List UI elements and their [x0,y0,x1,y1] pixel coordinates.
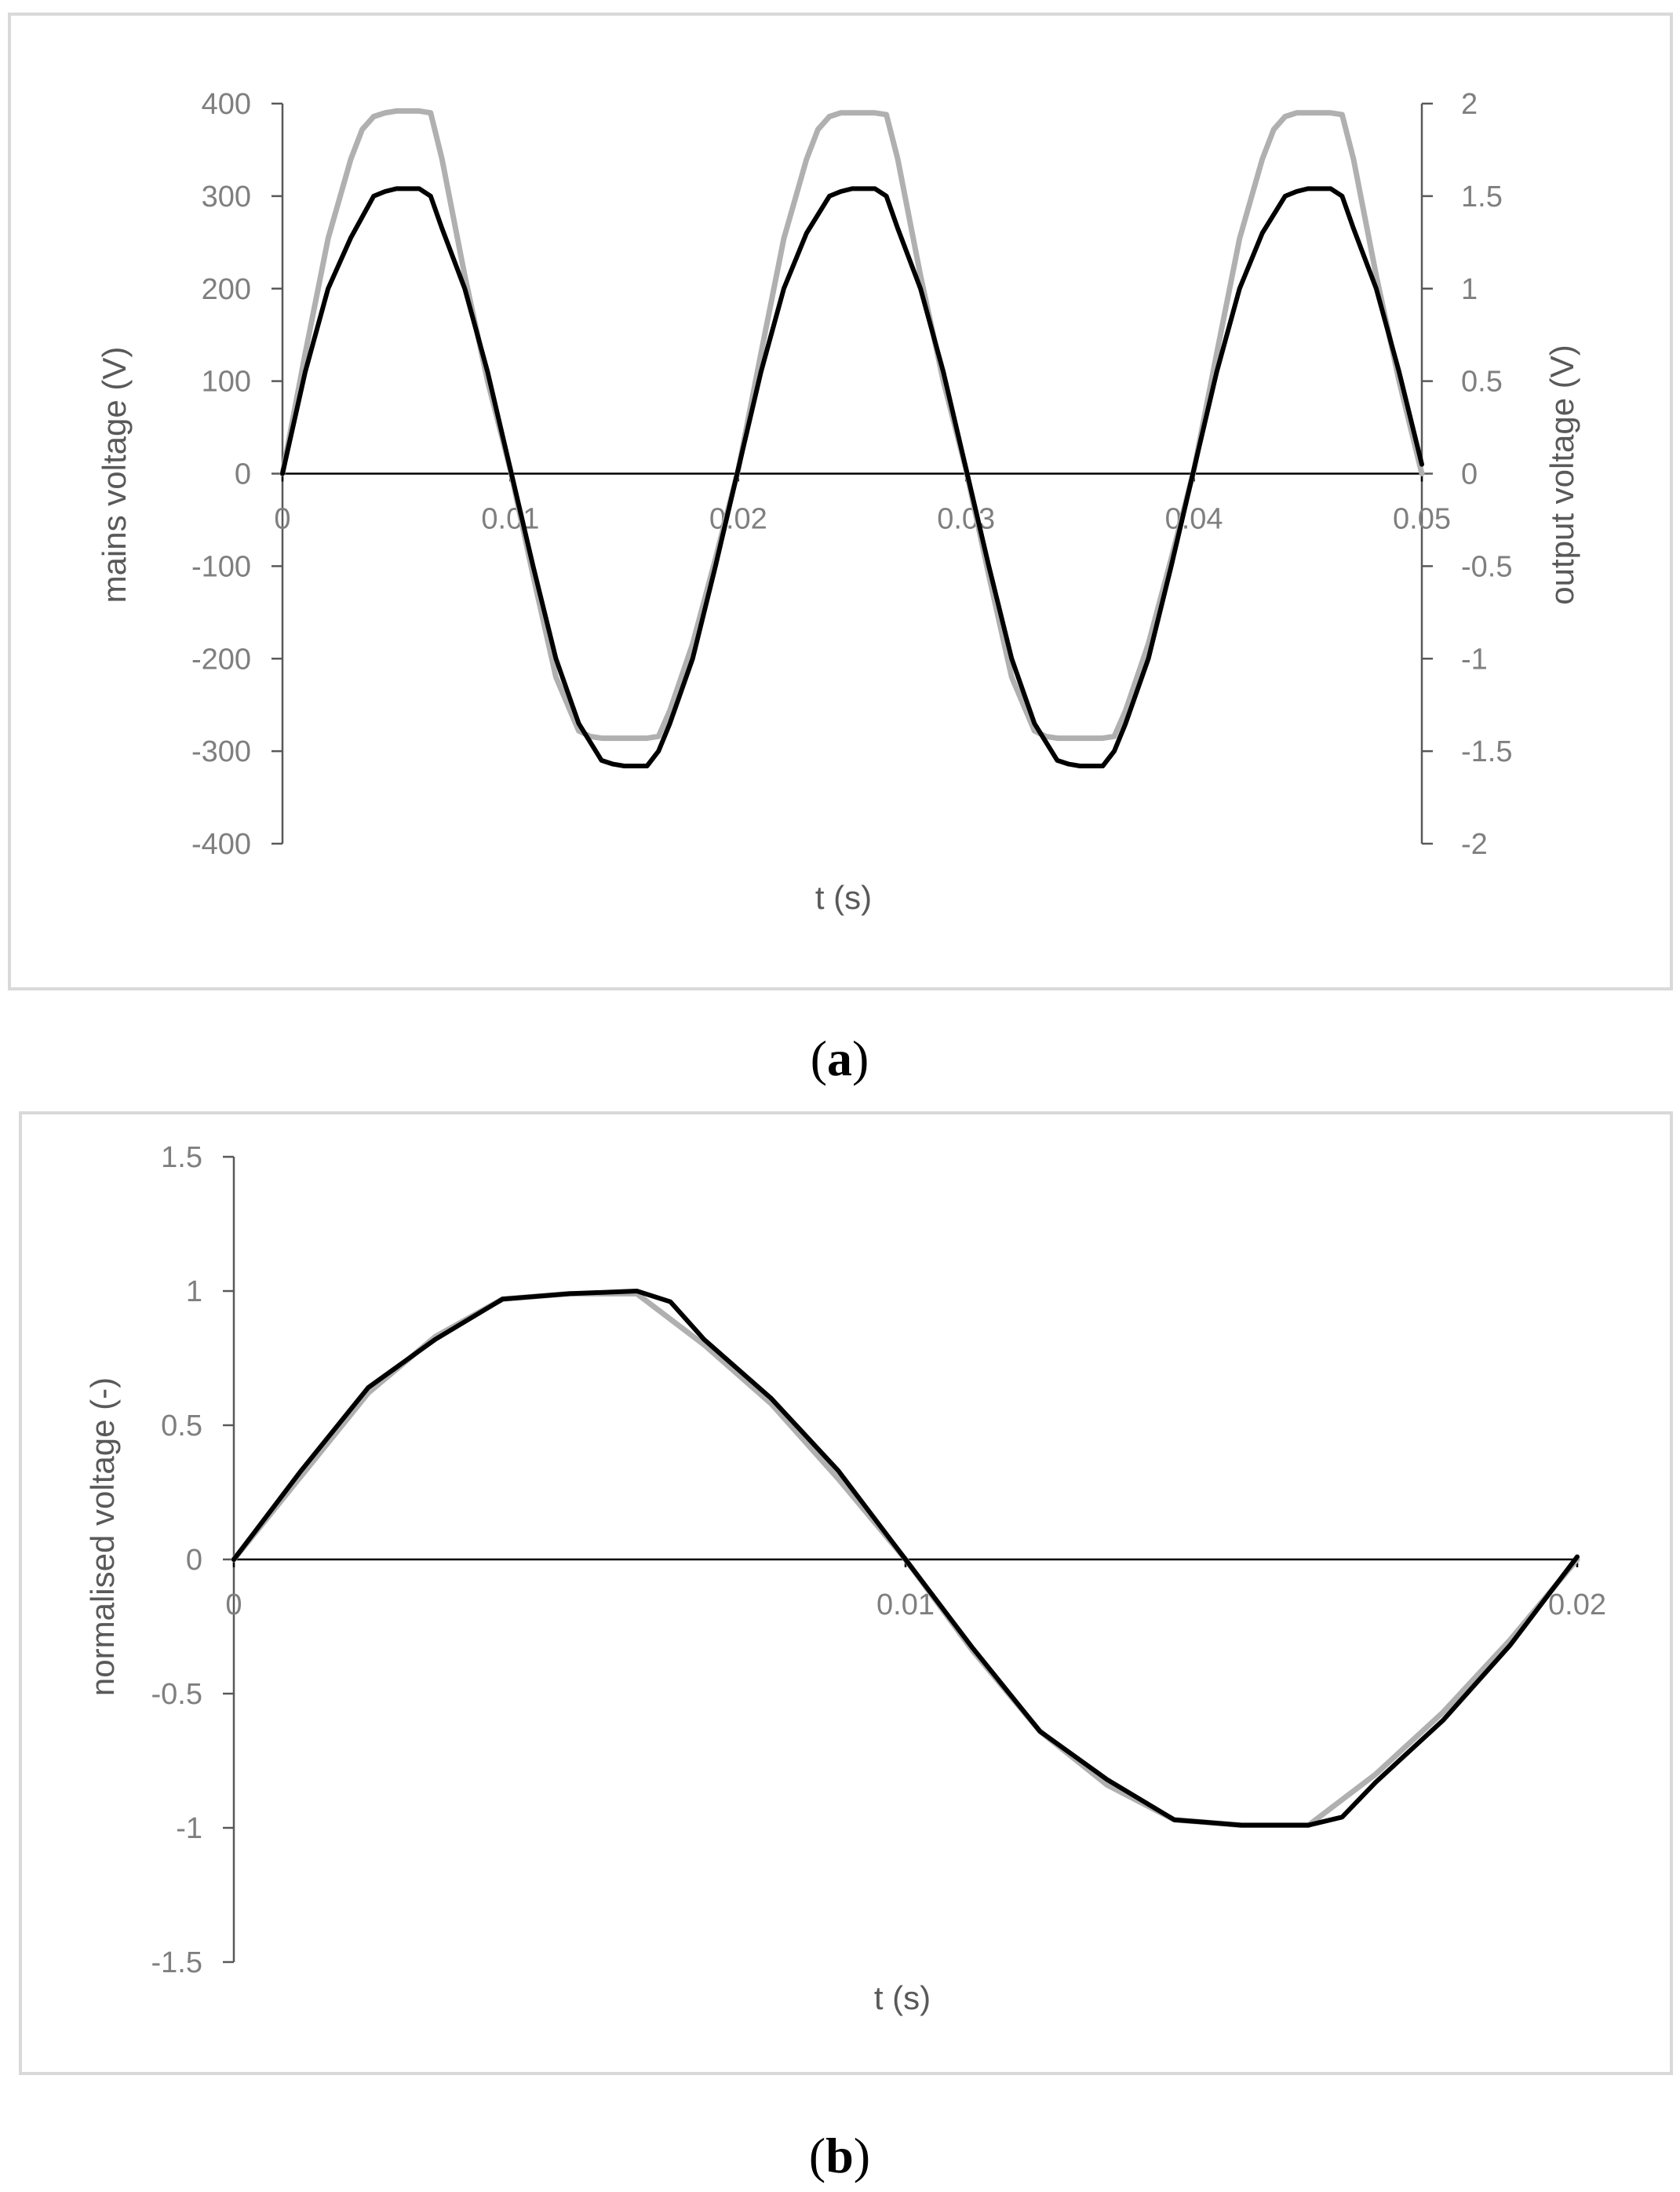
x-tick-label-a: 0.01 [481,503,539,536]
x-tick-label-a: 0 [274,503,290,536]
y-tick-label-a: 200 [202,273,251,306]
y-axis-title-b: normalised voltage (-) [84,1377,121,1696]
y-tick-label-a: -200 [191,643,251,676]
y-tick-label-a: -300 [191,735,251,768]
plot-area-a: 400 300 200 100 0 -100 -200 -300 -400 2 1.5 1 0.5 0 -0… [191,88,1513,861]
caption-b-letter: b [825,2128,854,2183]
y-tick-label-b: 0 [186,1544,202,1577]
x-tick-label-a: 0.02 [709,503,767,536]
y2-tick-label-a: -2 [1461,828,1488,861]
y2-tick-label-a: 2 [1461,88,1478,121]
y-tick-label-a: 300 [202,181,251,213]
y-tick-label-b: -1.5 [151,1946,202,1979]
series-line-a-0 [279,108,1425,742]
y-tick-label-b: -0.5 [151,1678,202,1711]
x-axis-title-a: t (s) [815,879,872,916]
y-tick-label-b: 1.5 [161,1141,202,1174]
y2-tick-label-a: 0.5 [1461,366,1503,399]
y-tick-label-b: 0.5 [161,1410,202,1442]
chart-panel-a: 400 300 200 100 0 -100 -200 -300 -400 2 1.5 1 0.5 0 -0… [8,13,1673,990]
caption-a: (a) [811,1030,869,1086]
x-tick-label-b: 0.01 [876,1588,935,1621]
y-tick-label-a: 400 [202,88,251,121]
x-tick-label-a: 0.05 [1393,503,1451,536]
plot-area-b: 1.5 1 0.5 0 -0.5 -1 -1.5 0 0.01 0.02 [151,1141,1606,1979]
y-tick-label-a: -400 [191,828,251,861]
y2-tick-label-a: 1.5 [1461,181,1503,213]
y2-tick-label-a: -0.5 [1461,550,1512,583]
y-axis-title-right-a: output voltage (V) [1543,345,1580,605]
y-tick-label-a: 100 [202,366,251,399]
y2-tick-label-a: -1.5 [1461,735,1512,768]
y2-tick-label-a: 1 [1461,273,1478,306]
x-tick-label-a: 0.04 [1165,503,1223,536]
x-tick-label-b: 0.02 [1548,1588,1606,1621]
y-tick-label-b: 1 [186,1275,202,1308]
x-tick-label-b: 0 [225,1588,242,1621]
caption-b: (b) [809,2128,870,2183]
chart-frame-a [8,13,1673,990]
x-axis-title-b: t (s) [874,1979,931,2016]
caption-a-letter: a [827,1030,852,1086]
y-tick-label-a: -100 [191,550,251,583]
series-line-b-1 [231,1289,1580,1828]
series-line-a-1 [280,186,1424,768]
y-tick-label-a: 0 [235,458,251,491]
chart-frame-b [19,1111,1673,2075]
y2-tick-label-a: 0 [1461,458,1478,491]
x-tick-label-a: 0.03 [937,503,995,536]
y2-tick-label-a: -1 [1461,643,1488,676]
y-tick-label-b: -1 [176,1812,202,1845]
y-axis-title-left-a: mains voltage (V) [96,347,133,604]
chart-panel-b: 1.5 1 0.5 0 -0.5 -1 -1.5 0 0.01 0.02 normalised v… [19,1111,1673,2075]
